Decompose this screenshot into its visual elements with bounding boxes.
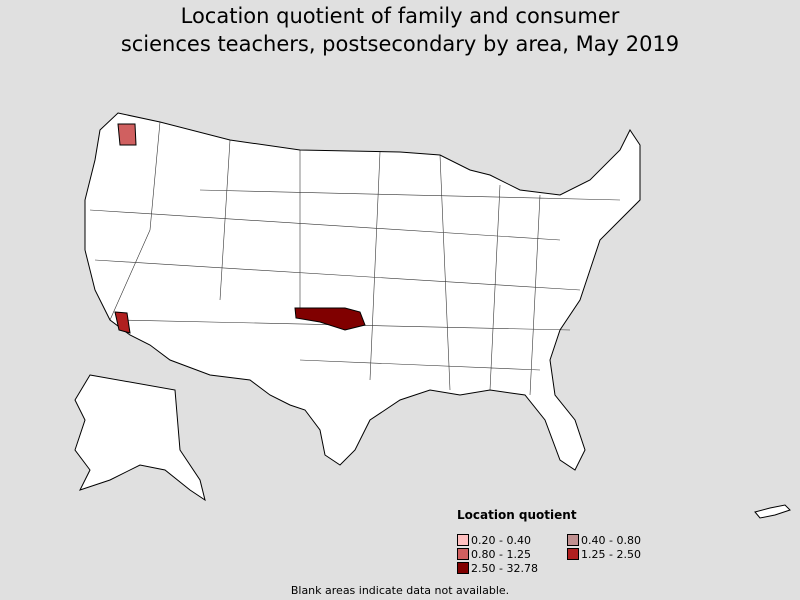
legend-swatch <box>567 534 579 546</box>
hawaii <box>754 504 791 519</box>
legend-item: 1.25 - 2.50 <box>567 548 641 561</box>
legend-label: 0.20 - 0.40 <box>471 534 531 547</box>
footnote: Blank areas indicate data not available. <box>290 584 510 597</box>
legend-label: 2.50 - 32.78 <box>471 562 538 575</box>
legend-swatch <box>457 534 469 546</box>
title-line-1: Location quotient of family and consumer <box>180 4 620 28</box>
los-angeles-area <box>114 311 131 334</box>
legend-label: 0.40 - 0.80 <box>581 534 641 547</box>
alaska <box>74 374 206 502</box>
title-line-2: sciences teachers, postsecondary by area… <box>120 32 680 56</box>
legend-swatch <box>457 562 469 574</box>
legend-item: 0.20 - 0.40 <box>457 534 531 547</box>
contiguous-us <box>84 112 641 471</box>
legend-label: 1.25 - 2.50 <box>581 548 641 561</box>
legend-item: 0.40 - 0.80 <box>567 534 641 547</box>
legend-swatch <box>567 548 579 560</box>
seattle-area <box>117 123 137 146</box>
map-title: Location quotient of family and consumer… <box>0 2 800 58</box>
oklahoma-area <box>294 307 366 331</box>
legend-swatch <box>457 548 469 560</box>
legend-title: Location quotient <box>457 508 577 522</box>
legend: Location quotient 0.20 - 0.40 0.40 - 0.8… <box>457 508 641 575</box>
legend-label: 0.80 - 1.25 <box>471 548 531 561</box>
legend-item: 2.50 - 32.78 <box>457 562 538 575</box>
legend-item: 0.80 - 1.25 <box>457 548 531 561</box>
